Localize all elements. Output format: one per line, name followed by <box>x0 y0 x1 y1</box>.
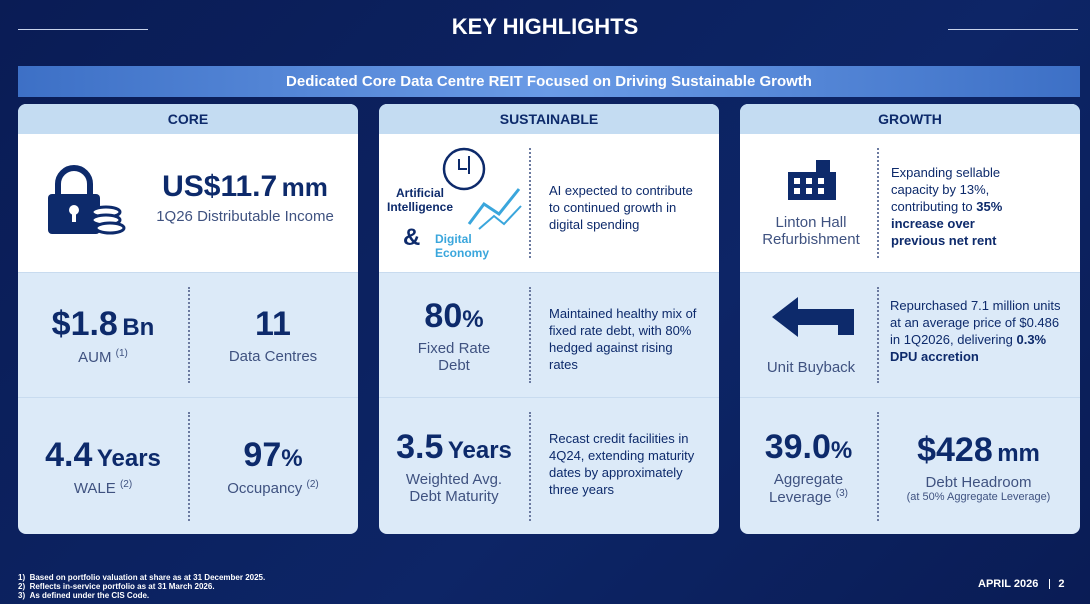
unit: Years <box>96 445 161 472</box>
title: KEY HIGHLIGHTS <box>451 14 639 39</box>
value: $428 <box>917 430 993 469</box>
value: US$11.7 <box>162 170 278 203</box>
footnote-marker: 2) <box>18 582 26 591</box>
description: AI expected to contribute to continued g… <box>549 183 693 232</box>
label: Occupancy <box>227 480 303 497</box>
label: Artificial Intelligence <box>386 186 454 214</box>
footnote: Based on portfolio valuation at share as… <box>29 573 266 582</box>
description: Maintained healthy mix of fixed rate deb… <box>549 306 697 372</box>
row: 4.4 Years WALE (2) 97% Occupancy (2) <box>18 397 358 534</box>
page-number: 2 <box>1058 578 1065 590</box>
unit: mm <box>997 439 1040 467</box>
unit: % <box>830 436 853 464</box>
footnotes: 1) Based on portfolio valuation at share… <box>18 573 265 600</box>
description: Repurchased 7.1 million units at an aver… <box>890 298 1061 347</box>
label: Aggregate Leverage <box>769 470 844 506</box>
unit: Years <box>447 437 512 464</box>
row: 3.5 Years Weighted Avg. Debt Maturity Rec… <box>379 397 719 534</box>
label: Debt Headroom <box>925 473 1032 491</box>
value: 80 <box>424 296 463 335</box>
footnote: Reflects in-service portfolio as at 31 M… <box>29 582 215 591</box>
footnote: As defined under the CIS Code. <box>29 591 150 600</box>
ai-icon <box>442 147 522 230</box>
label: Data Centres <box>228 348 318 365</box>
unit: % <box>281 445 303 472</box>
note: (1) <box>115 347 128 359</box>
note: (3) <box>835 487 848 499</box>
row: $1.8 Bn AUM (1) 11 Data Centres <box>18 272 358 397</box>
footer-date: APRIL 2026 <box>978 578 1039 590</box>
top-panel: US$11.7 mm 1Q26 Distributable Income <box>18 134 358 272</box>
top-panel: Artificial Intelligence & Digital Econom… <box>379 134 719 272</box>
ampersand: & <box>403 224 421 251</box>
unit: Bn <box>122 313 155 341</box>
column-heading: CORE <box>18 104 358 134</box>
separator <box>1049 579 1051 590</box>
rule <box>18 29 148 30</box>
column-sustainable: SUSTAINABLE Artificial Intelligence & Di… <box>379 104 719 534</box>
column-growth: GROWTH Linton Hall Refurbishment Expandi… <box>740 104 1080 534</box>
footnote-marker: 3) <box>18 591 26 600</box>
banner: Dedicated Core Data Centre REIT Focused … <box>18 66 1080 97</box>
unit: % <box>462 305 484 333</box>
top-panel: Linton Hall Refurbishment Expanding sell… <box>740 134 1080 272</box>
value: 39.0 <box>764 427 831 466</box>
label: Unit Buyback <box>766 359 856 376</box>
value: 4.4 <box>45 436 93 474</box>
column-heading: SUSTAINABLE <box>379 104 719 134</box>
description: Expanding sellable capacity by 13%, cont… <box>891 165 1001 214</box>
description: Recast credit facilities in 4Q24, extend… <box>549 431 695 497</box>
note: (at 50% Aggregate Leverage) <box>906 490 1051 503</box>
label: Fixed Rate Debt <box>417 339 491 374</box>
label: Weighted Avg. Debt Maturity <box>405 471 503 505</box>
description-bold: 0.3% DPU accretion <box>890 332 1047 364</box>
label: Digital Economy <box>435 232 490 260</box>
value: $1.8 <box>51 304 118 343</box>
value: 11 <box>255 305 291 343</box>
lock-icon <box>48 165 126 235</box>
note: (2) <box>306 479 319 490</box>
label: Linton Hall Refurbishment <box>762 214 860 248</box>
unit: mm <box>281 172 328 202</box>
column-core: CORE US$11.7 mm 1Q26 Distributable Incom… <box>18 104 358 534</box>
description-bold: 35% increase over previous net rent <box>891 199 1003 248</box>
buyback-icon <box>772 297 854 337</box>
value: 97 <box>243 436 282 474</box>
row: 80% Fixed Rate Debt Maintained healthy mi… <box>379 272 719 397</box>
label: 1Q26 Distributable Income <box>156 208 334 225</box>
row: 39.0% Aggregate Leverage (3) $428 mm Debt … <box>740 397 1080 534</box>
building-icon <box>788 160 836 200</box>
footnote-marker: 1) <box>18 573 26 582</box>
label: WALE <box>73 480 116 497</box>
note: (2) <box>119 479 133 490</box>
rule <box>948 29 1078 30</box>
value: 3.5 <box>396 428 444 466</box>
column-heading: GROWTH <box>740 104 1080 134</box>
row: Unit Buyback Repurchased 7.1 million uni… <box>740 272 1080 397</box>
label: AUM <box>78 348 112 366</box>
